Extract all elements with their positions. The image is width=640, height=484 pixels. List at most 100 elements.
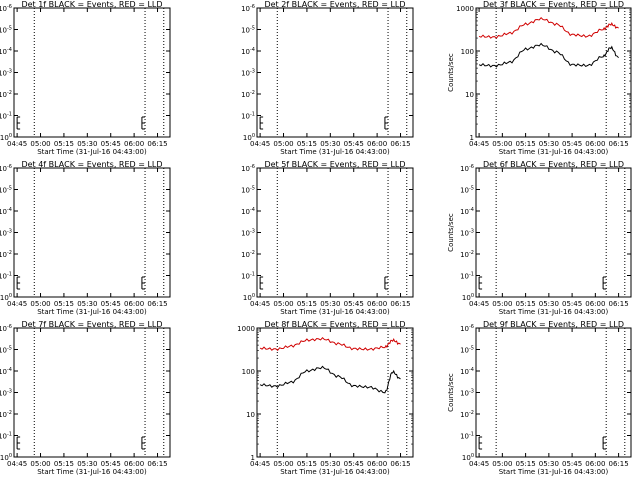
y-tick-label: 10 [465,91,474,99]
x-tick-label: 05:15 [297,140,317,148]
x-axis-label: Start Time (31-Jul-16 04:43:00) [499,148,609,156]
x-tick-label: 06:00 [367,140,387,148]
chart-panel-5: Det 5f BLACK = Events, RED = LLD 100 10-1 1… [241,160,414,316]
chart-panel-8: Det 8f BLACK = Events, RED = LLD 1 10 100 10… [237,320,414,476]
x-tick-label: 05:00 [273,460,293,468]
chart-panel-3: Det 3f BLACK = Events, RED = LLD 1 10 100 10… [447,0,632,156]
y-tick-label: 10-5 [0,346,12,355]
y-tick-label: 10-1 [241,272,255,281]
y-tick-label: 10-4 [241,207,255,216]
y-tick-label: 100 [462,453,474,462]
series-line-2 [259,365,401,394]
plot-frame [13,327,171,458]
x-tick-label: 05:45 [101,140,121,148]
x-tick-label: 05:30 [77,140,97,148]
y-tick-label: 10-6 [460,324,474,333]
y-tick-label: 1 [251,454,255,462]
y-tick-label: 10-4 [0,207,12,216]
x-tick-label: 06:00 [585,300,605,308]
chart-title: Det 2f BLACK = Events, RED = LLD [264,0,405,9]
x-tick-label: 05:30 [77,300,97,308]
x-tick-label: 04:45 [7,140,27,148]
y-tick-label: 10-3 [460,229,474,238]
plot-frame [256,7,414,138]
y-tick-label: 100 [0,293,12,302]
x-tick-label: 04:45 [250,140,270,148]
x-tick-label: 05:00 [30,460,50,468]
x-tick-label: 06:15 [609,140,629,148]
x-axis-label: Start Time (31-Jul-16 04:43:00) [280,148,390,156]
x-tick-label: 06:15 [147,460,167,468]
x-tick-label: 05:15 [54,140,74,148]
x-tick-label: 05:45 [344,300,364,308]
x-tick-label: 05:15 [54,300,74,308]
x-tick-label: 05:30 [320,460,340,468]
y-tick-label: 10-4 [460,367,474,376]
x-tick-label: 04:45 [250,460,270,468]
data-marker [141,116,145,130]
chart-title: Det 3f BLACK = Events, RED = LLD [483,0,624,9]
y-tick-label: 10-5 [460,186,474,195]
x-tick-label: 05:45 [344,140,364,148]
x-tick-label: 05:15 [54,460,74,468]
x-tick-label: 05:15 [297,460,317,468]
x-tick-label: 05:15 [297,300,317,308]
y-tick-label: 10-3 [241,229,255,238]
x-tick-label: 05:15 [516,300,536,308]
y-tick-label: 10-6 [460,164,474,173]
y-tick-label: 10-4 [460,207,474,216]
data-marker [141,276,145,290]
data-marker [16,116,21,130]
x-tick-label: 06:00 [124,460,144,468]
plot-frame [475,167,632,298]
y-tick-label: 10-5 [0,26,12,35]
y-tick-label: 10-3 [0,69,12,78]
x-tick-label: 05:30 [539,300,559,308]
data-marker [259,116,264,130]
x-tick-label: 05:00 [492,140,512,148]
y-tick-label: 10-4 [0,47,12,56]
x-tick-label: 05:45 [101,460,121,468]
x-axis-label: Start Time (31-Jul-16 04:43:00) [280,308,390,316]
plot-frame [256,167,414,298]
x-tick-label: 06:15 [390,300,410,308]
chart-title: Det 7f BLACK = Events, RED = LLD [21,320,162,329]
x-tick-label: 06:00 [124,140,144,148]
y-tick-label: 10-2 [0,90,12,99]
x-axis-label: Start Time (31-Jul-16 04:43:00) [37,308,147,316]
chart-title: Det 5f BLACK = Events, RED = LLD [264,160,405,169]
plot-frame [13,167,171,298]
series-line-2 [478,42,619,68]
y-tick-label: 100 [462,293,474,302]
y-tick-label: 10-3 [0,389,12,398]
y-tick-label: 10-2 [0,410,12,419]
chart-panel-7: Det 7f BLACK = Events, RED = LLD 100 10-1 1… [0,320,171,476]
plot-frame [475,327,632,458]
chart-title: Det 9f BLACK = Events, RED = LLD [483,320,624,329]
x-tick-label: 06:00 [367,460,387,468]
x-axis-label: Start Time (31-Jul-16 04:43:00) [37,148,147,156]
y-axis-label: Counts/sec [447,213,455,252]
x-tick-label: 04:45 [7,300,27,308]
y-tick-label: 10-1 [0,432,12,441]
y-tick-label: 10-3 [0,229,12,238]
x-axis-label: Start Time (31-Jul-16 04:43:00) [499,308,609,316]
y-tick-label: 10-3 [460,389,474,398]
data-marker [141,436,145,450]
y-tick-label: 100 [0,133,12,142]
x-tick-label: 06:00 [585,140,605,148]
x-tick-label: 06:00 [585,460,605,468]
data-marker [384,116,388,130]
data-marker [602,436,607,450]
chart-title: Det 6f BLACK = Events, RED = LLD [483,160,624,169]
x-tick-label: 05:45 [562,460,582,468]
y-tick-label: 10-2 [460,250,474,259]
x-tick-label: 05:00 [273,300,293,308]
x-tick-label: 06:15 [147,300,167,308]
y-tick-label: 10-2 [241,90,255,99]
y-tick-label: 10-5 [460,346,474,355]
x-tick-label: 05:30 [539,140,559,148]
x-tick-label: 06:15 [390,460,410,468]
